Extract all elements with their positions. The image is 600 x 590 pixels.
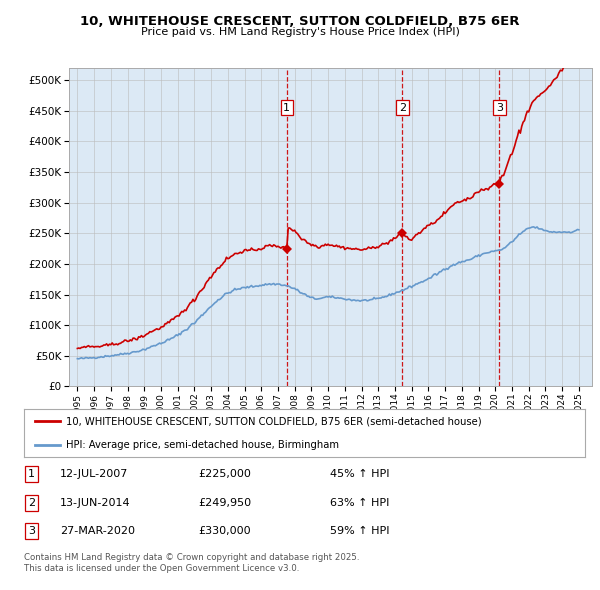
Text: 10, WHITEHOUSE CRESCENT, SUTTON COLDFIELD, B75 6ER (semi-detached house): 10, WHITEHOUSE CRESCENT, SUTTON COLDFIEL…	[66, 417, 482, 427]
Text: 10, WHITEHOUSE CRESCENT, SUTTON COLDFIELD, B75 6ER: 10, WHITEHOUSE CRESCENT, SUTTON COLDFIEL…	[80, 15, 520, 28]
Text: 1: 1	[28, 470, 35, 479]
Text: 2: 2	[399, 103, 406, 113]
Text: Contains HM Land Registry data © Crown copyright and database right 2025.: Contains HM Land Registry data © Crown c…	[24, 553, 359, 562]
Text: 59% ↑ HPI: 59% ↑ HPI	[330, 526, 389, 536]
Text: HPI: Average price, semi-detached house, Birmingham: HPI: Average price, semi-detached house,…	[66, 440, 339, 450]
Text: This data is licensed under the Open Government Licence v3.0.: This data is licensed under the Open Gov…	[24, 565, 299, 573]
Text: £249,950: £249,950	[198, 498, 251, 507]
Text: £330,000: £330,000	[198, 526, 251, 536]
Text: 45% ↑ HPI: 45% ↑ HPI	[330, 470, 389, 479]
Text: 12-JUL-2007: 12-JUL-2007	[60, 470, 128, 479]
Text: 3: 3	[28, 526, 35, 536]
Text: 2: 2	[28, 498, 35, 507]
Text: 63% ↑ HPI: 63% ↑ HPI	[330, 498, 389, 507]
Text: Price paid vs. HM Land Registry's House Price Index (HPI): Price paid vs. HM Land Registry's House …	[140, 27, 460, 37]
Text: 27-MAR-2020: 27-MAR-2020	[60, 526, 135, 536]
Text: 13-JUN-2014: 13-JUN-2014	[60, 498, 131, 507]
Text: £225,000: £225,000	[198, 470, 251, 479]
Text: 1: 1	[283, 103, 290, 113]
Text: 3: 3	[496, 103, 503, 113]
